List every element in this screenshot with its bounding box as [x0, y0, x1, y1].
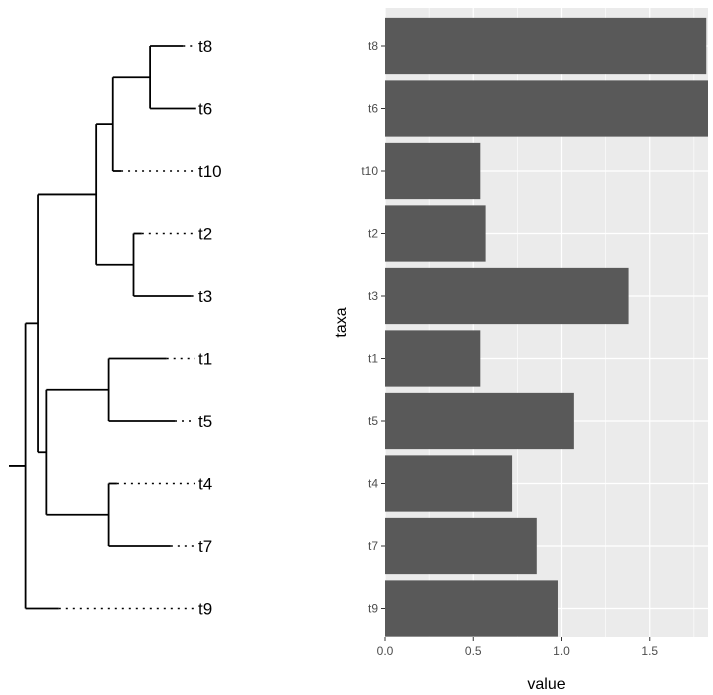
bar-t1 — [385, 330, 481, 387]
y-tick-label: t7 — [368, 539, 378, 553]
y-tick-label: t9 — [368, 602, 378, 616]
bar-t3 — [385, 267, 629, 325]
x-tick-labels: 0.0 0.5 1.0 1.5 — [377, 637, 658, 658]
tree-tip-label: t9 — [198, 600, 212, 619]
y-tick-label: t1 — [368, 352, 378, 366]
x-tick-label: 1.0 — [553, 644, 570, 658]
tree-tip-label: t1 — [198, 350, 212, 369]
x-tick-label: 1.5 — [641, 644, 658, 658]
bar-t2 — [385, 205, 486, 262]
bar-t8 — [385, 17, 707, 75]
bar-t5 — [385, 392, 574, 450]
y-tick-label: t2 — [368, 227, 378, 241]
y-tick-labels: t8 t6 t10 t2 t3 t1 t5 t4 t7 t9 — [361, 39, 385, 616]
tree-tip-label: t3 — [198, 287, 212, 306]
y-tick-label: t8 — [368, 39, 378, 53]
x-tick-label: 0.0 — [377, 644, 394, 658]
y-tick-label: t5 — [368, 414, 378, 428]
y-axis-title: taxa — [333, 307, 350, 337]
bar-t9 — [385, 580, 558, 637]
y-tick-label: t3 — [368, 289, 378, 303]
bar-chart-panel: t8 t6 t10 t2 t3 t1 t5 t4 t7 t9 0.0 0.5 1.0 1.5 value… — [333, 8, 708, 693]
bar-t6 — [385, 80, 708, 137]
phylogenetic-tree: t8 t6 t10 t2 t3 t1 t5 t4 t7 t9 — [9, 37, 222, 619]
tree-tip-label: t8 — [198, 37, 212, 56]
bar-t4 — [385, 455, 513, 512]
y-tick-label: t6 — [368, 102, 378, 116]
bar-t10 — [385, 142, 481, 200]
x-axis-title: value — [527, 676, 565, 693]
tree-tip-label: t10 — [198, 162, 222, 181]
bars — [385, 17, 708, 637]
tree-tip-label: t7 — [198, 537, 212, 556]
tree-tip-label: t4 — [198, 475, 212, 494]
y-tick-label: t10 — [361, 164, 378, 178]
tree-tip-label: t5 — [198, 412, 212, 431]
bar-t7 — [385, 517, 537, 575]
tree-tip-label: t6 — [198, 100, 212, 119]
x-tick-label: 0.5 — [465, 644, 482, 658]
y-tick-label: t4 — [368, 477, 378, 491]
tree-tip-label: t2 — [198, 225, 212, 244]
